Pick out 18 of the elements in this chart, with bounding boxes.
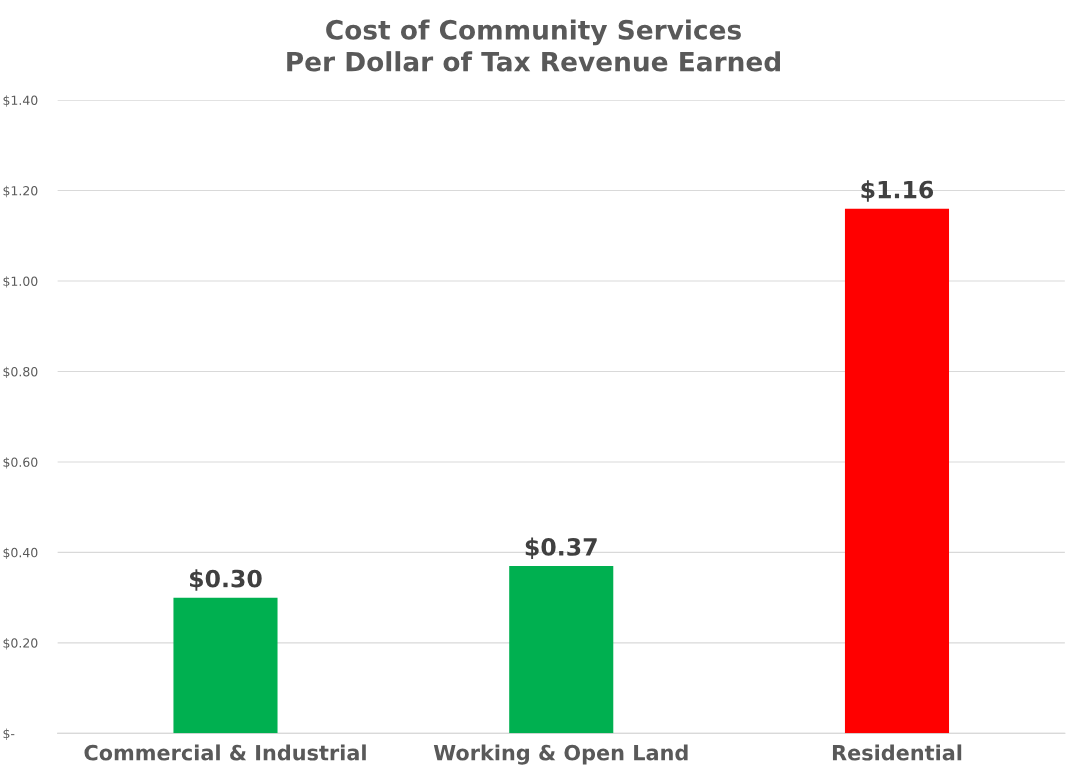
data-label: $0.30 [190, 569, 262, 591]
x-tick-label: Commercial & Industrial [84, 744, 366, 761]
bar [173, 597, 278, 734]
chart-title: Cost of Community Services Per Dollar of Tax Revenue Earned [287, 19, 780, 72]
bar [509, 565, 614, 734]
y-tick-label: $0.80 [3, 366, 38, 379]
x-tick-label: Residential [832, 744, 962, 761]
x-tick-label: Working & Open Land [433, 744, 688, 765]
y-tick-label: $0.40 [3, 547, 38, 559]
y-tick-label: $0.20 [3, 638, 38, 650]
data-label: $0.37 [525, 537, 597, 559]
y-tick-label: $1.20 [3, 185, 38, 198]
y-tick-label: $1.40 [3, 95, 38, 107]
bar [844, 208, 950, 734]
y-tick-label: $- [3, 728, 15, 740]
y-tick-label: $0.60 [3, 457, 38, 469]
data-label: $1.16 [861, 180, 934, 202]
y-tick-label: $1.00 [3, 276, 38, 288]
